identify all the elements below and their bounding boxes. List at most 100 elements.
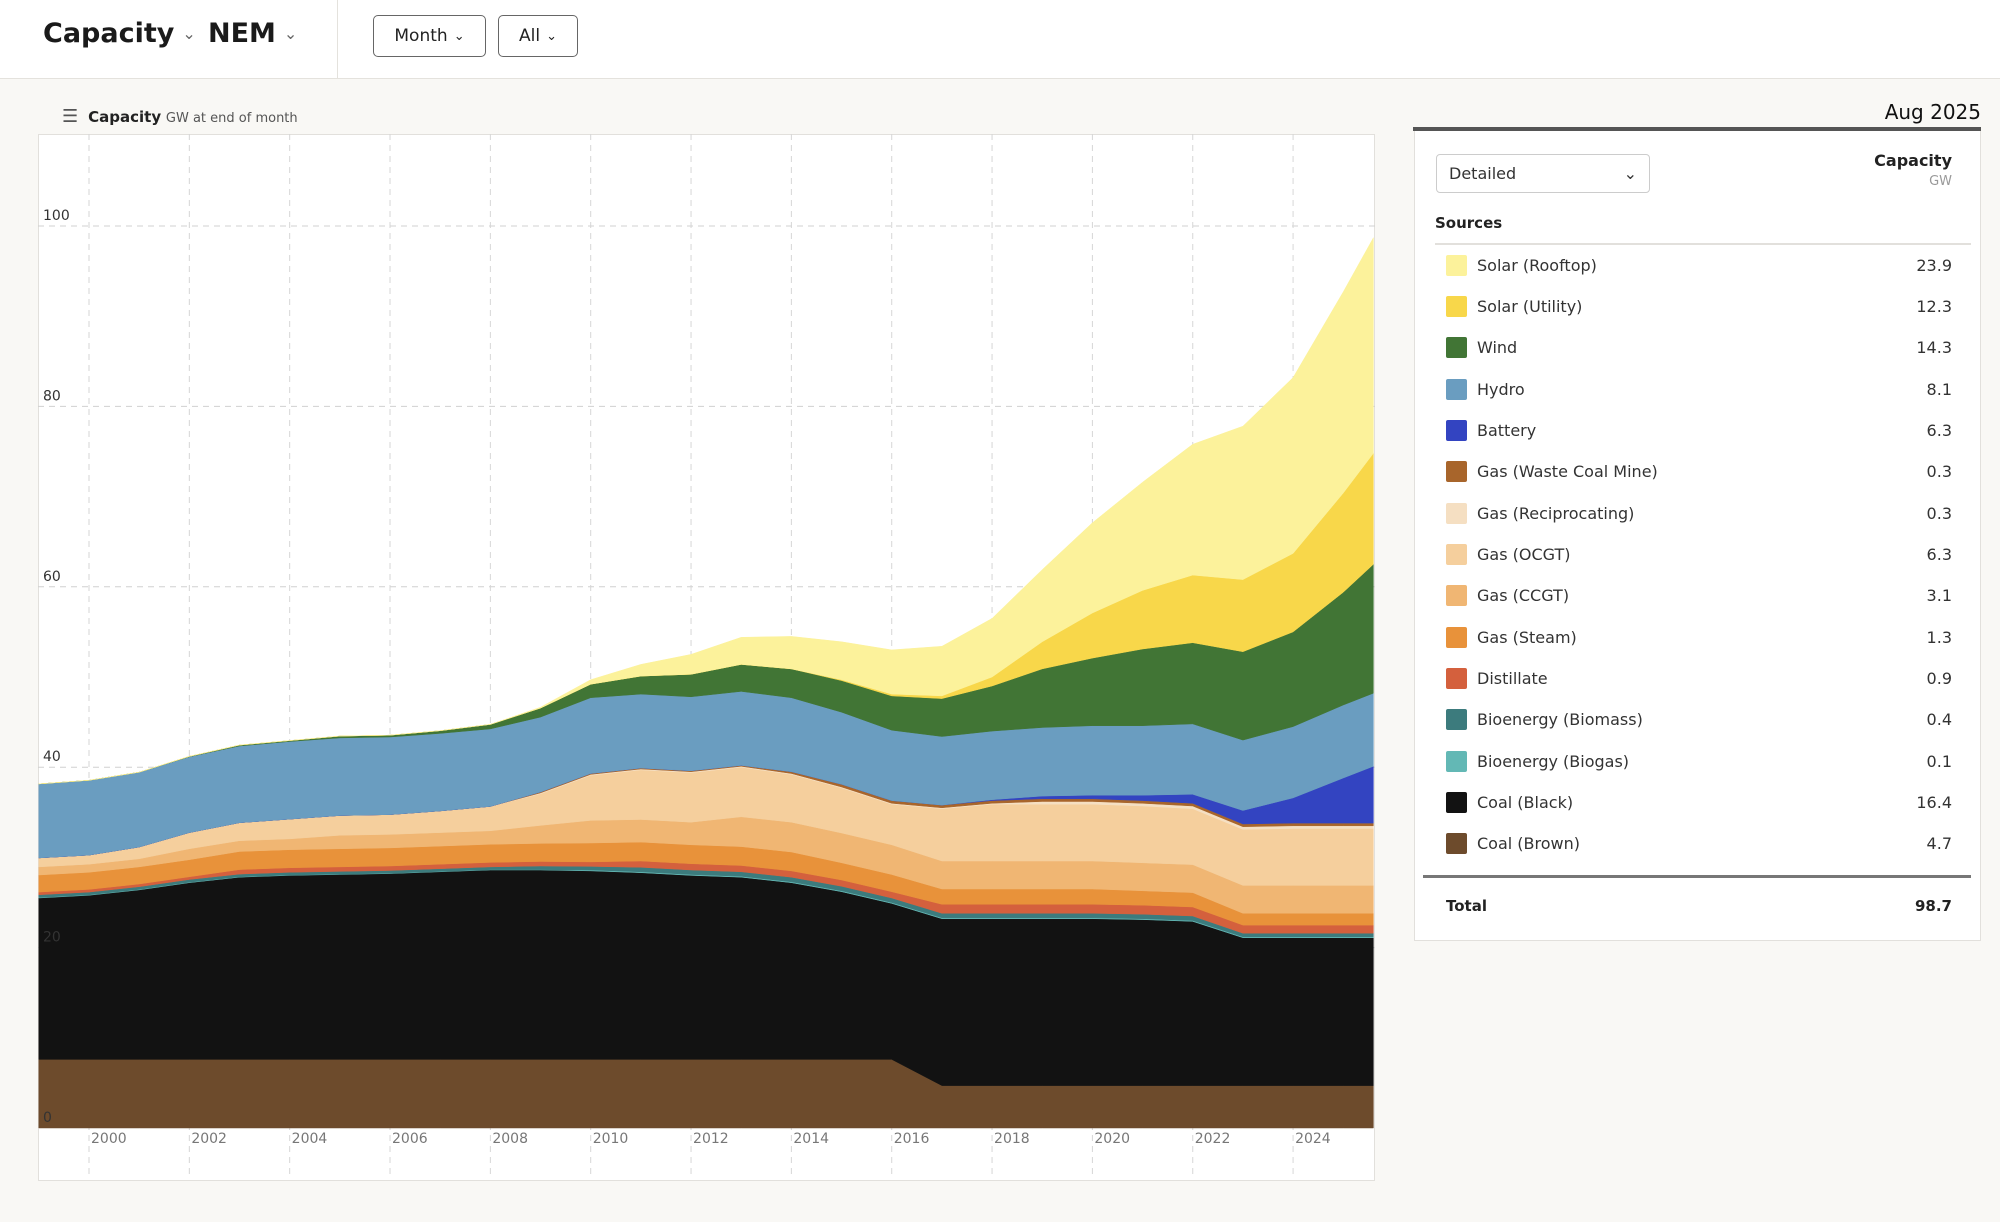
legend-item[interactable]: Wind 14.3 <box>1446 333 1952 363</box>
legend-date: Aug 2025 <box>1884 100 1981 124</box>
legend-item[interactable]: Distillate 0.9 <box>1446 664 1952 694</box>
legend-item[interactable]: Gas (OCGT) 6.3 <box>1446 539 1952 569</box>
legend-item-value: 8.1 <box>1926 379 1952 399</box>
y-tick-label: 60 <box>43 569 61 585</box>
y-tick-label: 100 <box>43 208 70 224</box>
x-tick-label: 2000 <box>91 1131 127 1147</box>
legend-item-label: Gas (CCGT) <box>1477 586 1570 606</box>
legend-item-label: Distillate <box>1477 669 1548 688</box>
metric-selector[interactable]: Capacity ⌄ <box>43 18 196 49</box>
interval-button[interactable]: Month ⌄ <box>373 15 486 57</box>
legend-swatch <box>1446 585 1467 607</box>
legend-item-label: Gas (Waste Coal Mine) <box>1477 462 1658 482</box>
chevron-down-icon: ⌄ <box>283 24 298 43</box>
legend-swatch <box>1446 750 1467 772</box>
menu-icon[interactable]: ☰ <box>62 106 79 127</box>
legend-item-value: 0.3 <box>1926 462 1952 482</box>
legend-item[interactable]: Gas (Steam) 1.3 <box>1446 622 1952 652</box>
legend-swatch <box>1446 419 1467 441</box>
x-tick-label: 2010 <box>593 1131 629 1147</box>
legend-item-label: Hydro <box>1477 379 1525 399</box>
chart-title: Capacity <box>88 107 162 126</box>
y-tick-label: 80 <box>43 388 61 404</box>
legend-item[interactable]: Gas (Reciprocating) 0.3 <box>1446 498 1952 528</box>
total-row: Total 98.7 <box>1446 897 1952 915</box>
legend-item-label: Gas (Steam) <box>1477 627 1577 647</box>
legend-item-value: 0.3 <box>1926 503 1952 523</box>
x-tick-label: 2020 <box>1094 1131 1130 1147</box>
x-tick-label: 2008 <box>492 1131 528 1147</box>
x-tick-label: 2018 <box>994 1131 1030 1147</box>
chevron-down-icon: ⌄ <box>453 28 465 44</box>
view-select[interactable]: Detailed ⌄ <box>1436 154 1650 193</box>
legend-item[interactable]: Gas (Waste Coal Mine) 0.3 <box>1446 457 1952 487</box>
view-select-value: Detailed <box>1449 164 1517 183</box>
y-tick-label: 0 <box>43 1110 52 1126</box>
x-tick-label: 2006 <box>392 1131 428 1147</box>
x-tick-label: 2004 <box>292 1131 328 1147</box>
legend-item[interactable]: Bioenergy (Biomass) 0.4 <box>1446 705 1952 735</box>
x-tick-label: 2024 <box>1295 1131 1331 1147</box>
header-divider <box>337 0 338 78</box>
x-tick-label: 2016 <box>894 1131 930 1147</box>
region-selector[interactable]: NEM ⌄ <box>208 18 297 49</box>
legend-item[interactable]: Solar (Rooftop) 23.9 <box>1446 250 1952 280</box>
chevron-down-icon: ⌄ <box>1623 164 1637 183</box>
legend-item[interactable]: Coal (Black) 16.4 <box>1446 788 1952 818</box>
legend-item[interactable]: Hydro 8.1 <box>1446 374 1952 404</box>
legend-item-value: 6.3 <box>1926 544 1952 564</box>
x-tick-label: 2022 <box>1195 1131 1231 1147</box>
legend-panel <box>1414 131 1981 941</box>
chevron-down-icon: ⌄ <box>182 24 196 43</box>
legend-swatch <box>1446 378 1467 400</box>
areas <box>38 236 1374 1129</box>
total-divider <box>1423 875 1971 878</box>
area-solar-rooftop[interactable] <box>38 236 1374 785</box>
total-value: 98.7 <box>1914 897 1952 915</box>
legend-item-label: Wind <box>1477 338 1518 358</box>
legend-item[interactable]: Solar (Utility) 12.3 <box>1446 291 1952 321</box>
capacity-stacked-area-chart[interactable]: 0 20 40 60 80 100 2000 2002 2004 2006 2008 2010 201… <box>38 134 1375 1181</box>
legend-item-value: 3.1 <box>1926 586 1952 606</box>
legend-item[interactable]: Battery 6.3 <box>1446 415 1952 445</box>
legend-item[interactable]: Coal (Brown) 4.7 <box>1446 829 1952 859</box>
legend-item-value: 4.7 <box>1926 834 1952 854</box>
x-axis: 2000 2002 2004 2006 2008 2010 2012 2014 2016 2018… <box>91 1131 1331 1147</box>
legend-swatch <box>1446 254 1467 276</box>
legend-item-value: 0.1 <box>1926 751 1952 771</box>
legend-top-rule <box>1413 127 1981 131</box>
legend-item-label: Solar (Rooftop) <box>1477 255 1597 275</box>
legend-column-unit: GW <box>1929 174 1952 189</box>
legend-item[interactable]: Gas (CCGT) 3.1 <box>1446 581 1952 611</box>
legend-item-label: Bioenergy (Biogas) <box>1477 751 1630 771</box>
chart-subtitle: GW at end of month <box>165 110 298 126</box>
metric-label: Capacity <box>43 18 175 49</box>
legend-item-label: Bioenergy (Biomass) <box>1477 710 1643 730</box>
legend-item-label: Gas (Reciprocating) <box>1477 503 1635 523</box>
legend-item-value: 0.9 <box>1926 669 1952 688</box>
legend-swatch <box>1446 626 1467 648</box>
x-tick-label: 2012 <box>693 1131 729 1147</box>
legend-item-value: 16.4 <box>1916 793 1952 813</box>
chart-header: ☰ Capacity GW at end of month <box>62 106 298 127</box>
top-bar: Capacity ⌄ NEM ⌄ Month ⌄ All ⌄ <box>0 0 2000 79</box>
legend-swatch <box>1446 709 1467 731</box>
y-axis: 0 20 40 60 80 100 <box>43 208 70 1126</box>
legend-item-label: Battery <box>1477 420 1537 440</box>
legend-item[interactable]: Bioenergy (Biogas) 0.1 <box>1446 746 1952 776</box>
legend-swatch <box>1446 461 1467 483</box>
legend-item-value: 14.3 <box>1916 338 1952 358</box>
chevron-down-icon: ⌄ <box>546 28 557 44</box>
legend-item-value: 23.9 <box>1916 255 1952 275</box>
sources-label: Sources <box>1435 214 1503 232</box>
legend-item-value: 1.3 <box>1926 627 1952 647</box>
legend-column-title: Capacity <box>1874 151 1952 170</box>
legend-item-label: Coal (Black) <box>1477 793 1574 813</box>
range-label: All <box>519 26 541 46</box>
legend-swatch <box>1446 337 1467 359</box>
interval-label: Month <box>394 26 448 46</box>
range-button[interactable]: All ⌄ <box>498 15 578 57</box>
legend-swatch <box>1446 792 1467 814</box>
legend-swatch <box>1446 668 1467 689</box>
sources-divider <box>1435 243 1971 245</box>
